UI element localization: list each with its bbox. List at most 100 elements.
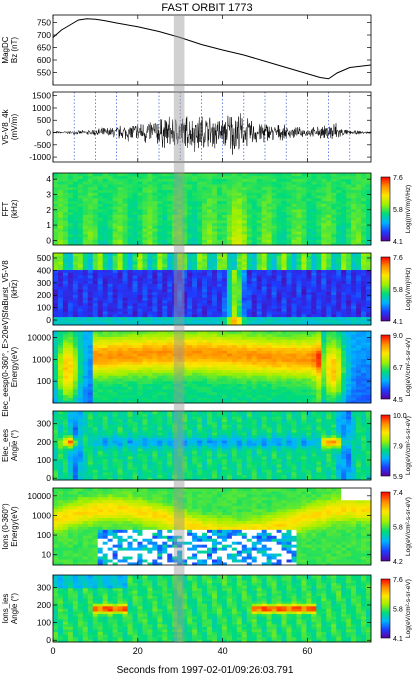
y-tick-label: 300 bbox=[37, 582, 51, 592]
panel-frame bbox=[52, 487, 372, 566]
colorbar-tick-label: 7.4 bbox=[393, 490, 403, 497]
series-line bbox=[52, 18, 372, 80]
x-tick-label: 60 bbox=[302, 646, 312, 656]
y-tick-label: 750 bbox=[37, 18, 51, 28]
panel-frame bbox=[52, 172, 372, 246]
colorbar-8 bbox=[380, 578, 391, 639]
colorbar-tick-label: 5.8 bbox=[393, 287, 403, 294]
y-axis-label: Energy(eV) bbox=[10, 506, 19, 547]
colorbar-tick-label: 7.9 bbox=[393, 444, 403, 451]
colorbar-label: Log((mV/m)²/Hz) bbox=[405, 185, 412, 233]
y-tick-label: 200 bbox=[37, 437, 51, 447]
colorbar-tick-label: 9.0 bbox=[393, 333, 403, 340]
y-axis-label: Ions (0-360°) bbox=[1, 503, 10, 550]
colorbar-tick-label: 6.7 bbox=[393, 365, 403, 372]
panel-1: 550 600 650 700 750 MagDC Bz (nT) bbox=[1, 14, 372, 86]
heatmap-7 bbox=[53, 488, 372, 566]
x-axis-label: Seconds from 1997-02-01/09:26:03.791 bbox=[117, 665, 294, 676]
y-tick-label: 1000 bbox=[32, 510, 51, 520]
colorbar-6 bbox=[380, 414, 391, 477]
colorbar-label: Log((V/m)²/Hz) bbox=[405, 268, 412, 311]
y-tick-label: 700 bbox=[37, 30, 51, 40]
panels-group: 550 600 650 700 750 MagDC Bz (nT) -1000 -500 0 500… bbox=[1, 14, 412, 645]
colorbar-tick-label: 4.1 bbox=[393, 319, 403, 326]
colorbar-label: Log(eV/cm²-s-sr-eV) bbox=[405, 497, 412, 556]
x-tick-label: 20 bbox=[133, 646, 143, 656]
y-tick-label: 200 bbox=[37, 290, 51, 300]
colorbar-tick-label: 7.6 bbox=[393, 175, 403, 182]
y-tick-label: 1000 bbox=[32, 354, 51, 364]
y-tick-label: 1500 bbox=[32, 91, 51, 101]
y-tick-label: -1000 bbox=[29, 152, 51, 162]
y-axis-label: Angle (°) bbox=[10, 430, 19, 462]
colorbar-3 bbox=[380, 176, 391, 242]
y-axis-label: SfaBurst_V5-V8 bbox=[1, 260, 10, 318]
panel-frame bbox=[52, 91, 372, 163]
y-tick-label: 650 bbox=[37, 43, 51, 53]
colorbar-label: Log(eV/cm²-s-sr-eV) bbox=[405, 579, 412, 638]
heatmap-4 bbox=[53, 253, 372, 326]
colorbar-7 bbox=[380, 491, 391, 562]
colorbar-tick-label: 5.8 bbox=[393, 525, 403, 532]
y-axis-label: Ions_ies bbox=[1, 594, 10, 624]
panel-frame bbox=[52, 14, 372, 86]
y-axis-label: MagDC bbox=[1, 36, 10, 63]
y-tick-label: 0 bbox=[46, 635, 51, 645]
y-tick-label: 4 bbox=[46, 174, 51, 184]
y-tick-label: 200 bbox=[37, 600, 51, 610]
y-axis-label: Bz (nT) bbox=[10, 37, 19, 64]
y-tick-label: 550 bbox=[37, 68, 51, 78]
colorbar-tick-label: 4.1 bbox=[393, 636, 403, 643]
heatmap-5 bbox=[53, 331, 372, 404]
y-tick-label: 0 bbox=[46, 128, 51, 138]
y-tick-label: 2 bbox=[46, 205, 51, 215]
y-tick-label: 3 bbox=[46, 189, 51, 199]
y-tick-label: 100 bbox=[37, 530, 51, 540]
colorbar-tick-label: 7.6 bbox=[393, 577, 403, 584]
colorbar-tick-label: 10.0 bbox=[393, 413, 407, 420]
heatmap-8 bbox=[53, 575, 372, 643]
y-tick-label: 100 bbox=[37, 455, 51, 465]
highlight-band bbox=[173, 15, 185, 642]
y-tick-label: 1000 bbox=[32, 103, 51, 113]
y-tick-label: 500 bbox=[37, 253, 51, 263]
colorbar-label: Log(eV/cm²-s-sr-eV) bbox=[405, 338, 412, 397]
y-tick-label: 500 bbox=[37, 115, 51, 125]
y-tick-label: 400 bbox=[37, 265, 51, 275]
panel-2: -1000 -500 0 500 1000 1500 V5-V8_4k (mV/m) bbox=[1, 91, 372, 163]
y-tick-label: -500 bbox=[34, 140, 51, 150]
y-axis-label: V5-V8_4k bbox=[1, 108, 10, 144]
panel-frame bbox=[52, 252, 372, 326]
panel-8: 4.1 5.8 7.6 Log(eV/cm²-s-sr-eV) 0 100 200 300 Io… bbox=[1, 574, 412, 645]
y-tick-label: 300 bbox=[37, 419, 51, 429]
y-axis-label: FFT bbox=[1, 202, 10, 217]
y-tick-label: 600 bbox=[37, 55, 51, 65]
y-tick-label: 0 bbox=[46, 235, 51, 245]
colorbar-tick-label: 7.6 bbox=[393, 255, 403, 262]
colorbar-tick-label: 4.2 bbox=[393, 559, 403, 566]
series-line bbox=[52, 113, 372, 155]
y-tick-label: 10 bbox=[42, 550, 52, 560]
figure-title: FAST ORBIT 1773 bbox=[161, 2, 252, 14]
colorbar-tick-label: 5.8 bbox=[393, 207, 403, 214]
y-axis-label: Elec_eesp(0-360°, E>20eV) bbox=[1, 317, 10, 417]
panel-frame bbox=[52, 574, 372, 643]
panel-frame bbox=[52, 330, 372, 404]
heatmap-6 bbox=[53, 411, 372, 481]
y-tick-label: 0 bbox=[46, 473, 51, 483]
x-axis: 0 20 40 60 bbox=[50, 646, 312, 656]
colorbar-5 bbox=[380, 334, 391, 400]
colorbar-tick-label: 4.5 bbox=[393, 397, 403, 404]
y-axis-label: (kHz) bbox=[10, 199, 19, 218]
y-axis-label: (kHz) bbox=[10, 279, 19, 298]
y-tick-label: 10000 bbox=[27, 333, 51, 343]
y-tick-label: 100 bbox=[37, 303, 51, 313]
colorbar-tick-label: 4.1 bbox=[393, 239, 403, 246]
colorbar-label: Log(eV/cm²-s-sr-eV) bbox=[405, 416, 412, 475]
